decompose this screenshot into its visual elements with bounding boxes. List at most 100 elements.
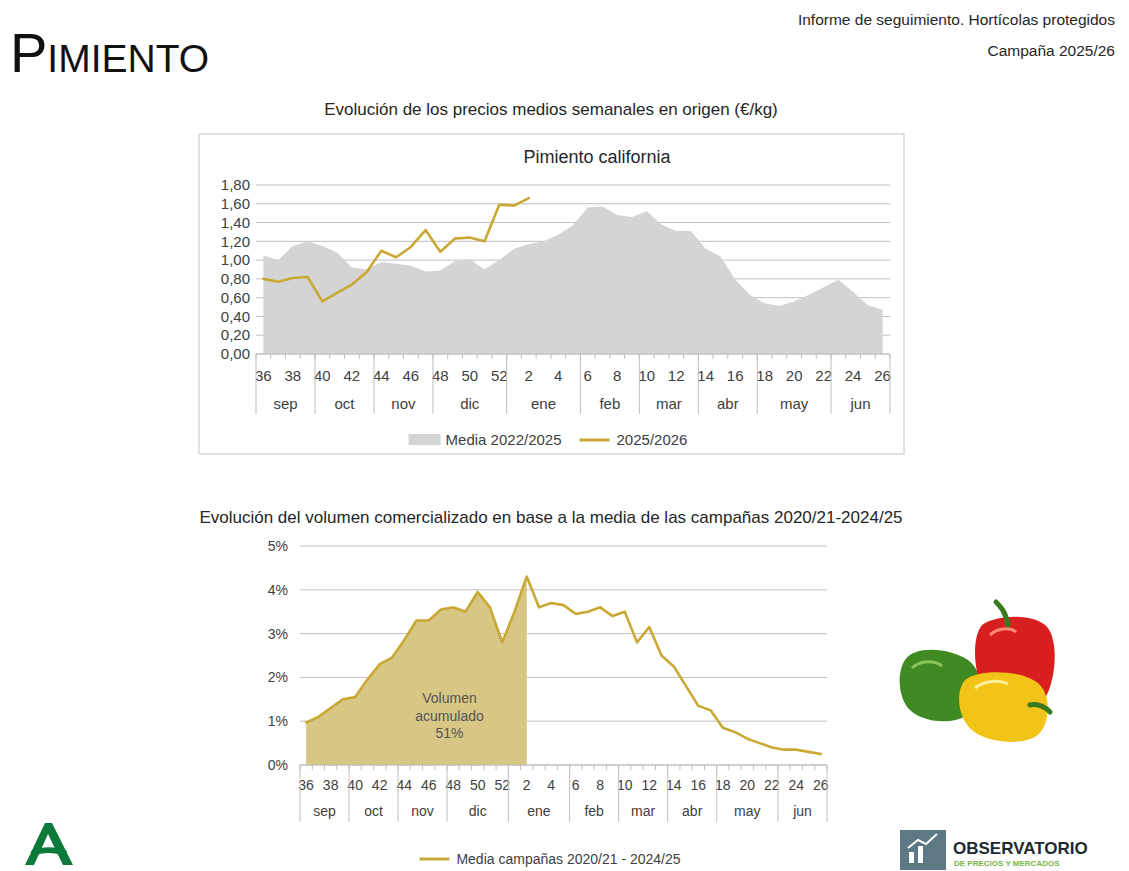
x-tick-label: 40 — [347, 777, 363, 793]
month-label: mar — [656, 395, 682, 412]
x-tick — [816, 354, 817, 359]
legend-label: Media 2022/2025 — [446, 431, 562, 448]
month-label: feb — [584, 803, 604, 819]
x-tick — [557, 765, 558, 770]
x-tick — [692, 765, 693, 770]
y-tick-label: 0,20 — [221, 326, 250, 343]
x-tick — [786, 354, 787, 359]
legend: Media campañas 2020/21 - 2024/25 — [419, 851, 680, 867]
x-tick — [595, 354, 596, 359]
x-tick-label: 12 — [642, 777, 658, 793]
x-tick — [741, 765, 742, 770]
page-title: Pimiento — [10, 21, 209, 84]
x-tick-label: 2 — [523, 777, 531, 793]
logo-line — [908, 834, 937, 848]
x-tick — [536, 354, 537, 359]
y-tick-label: 0,00 — [221, 345, 250, 362]
x-tick — [373, 765, 374, 770]
x-tick — [491, 354, 492, 359]
chart-frame — [199, 134, 904, 454]
grid-line — [256, 185, 890, 186]
month-label: oct — [334, 395, 355, 412]
x-tick-label: 10 — [638, 367, 655, 384]
x-tick-label: 40 — [314, 367, 331, 384]
x-tick — [336, 765, 337, 770]
group-separator — [831, 354, 832, 414]
pepper-illustration — [900, 602, 1055, 742]
y-tick-label: 0,80 — [221, 270, 250, 287]
month-label: jun — [849, 395, 870, 412]
x-tick — [753, 765, 754, 770]
grid-line — [300, 765, 827, 766]
group-separator — [373, 354, 374, 414]
y-tick-label: 1,20 — [221, 233, 250, 250]
x-tick-label: 6 — [584, 367, 592, 384]
x-tick — [270, 354, 271, 359]
month-label: nov — [391, 395, 416, 412]
x-tick — [344, 354, 345, 359]
plot-area — [306, 577, 821, 765]
x-tick — [683, 354, 684, 359]
x-tick — [385, 765, 386, 770]
x-tick — [361, 765, 362, 770]
x-tick-label: 24 — [789, 777, 805, 793]
group-separator — [349, 765, 350, 822]
chart-title: Evolución de los precios medios semanale… — [324, 100, 778, 119]
x-tick — [790, 765, 791, 770]
highlight — [990, 629, 1016, 635]
x-tick — [875, 354, 876, 359]
stem — [996, 602, 1008, 625]
x-tick-label: 42 — [372, 777, 388, 793]
grid-line — [300, 546, 827, 547]
y-tick-label: 5% — [268, 538, 288, 554]
group-separator — [580, 354, 581, 414]
chart-subtitle: Pimiento california — [523, 147, 671, 167]
x-tick — [418, 354, 419, 359]
x-tick-label: 4 — [554, 367, 562, 384]
junta-logo — [25, 823, 73, 865]
x-tick-label: 18 — [756, 367, 773, 384]
month-label: mar — [631, 803, 655, 819]
month-label: ene — [531, 395, 556, 412]
x-tick — [329, 354, 330, 359]
x-tick — [300, 354, 301, 359]
x-tick — [713, 354, 714, 359]
logo-subtitle: DE PRECIOS Y MERCADOS — [954, 859, 1060, 868]
group-separator — [300, 765, 301, 822]
y-tick-label: 4% — [268, 582, 288, 598]
month-label: feb — [599, 395, 620, 412]
group-separator — [508, 765, 509, 822]
x-tick-label: 24 — [845, 367, 862, 384]
x-tick — [630, 765, 631, 770]
x-tick — [606, 765, 607, 770]
legend-label: 2025/2026 — [617, 431, 688, 448]
y-tick-label: 1,60 — [221, 195, 250, 212]
x-tick — [483, 765, 484, 770]
group-separator — [447, 765, 448, 822]
x-tick — [594, 765, 595, 770]
x-tick — [410, 765, 411, 770]
y-tick-label: 1,80 — [221, 176, 250, 193]
group-separator — [716, 765, 717, 822]
x-tick — [359, 354, 360, 359]
legend-swatch — [419, 858, 449, 861]
x-tick — [581, 765, 582, 770]
x-tick-label: 12 — [668, 367, 685, 384]
x-tick-label: 16 — [727, 367, 744, 384]
month-label: nov — [411, 803, 434, 819]
logo-a — [25, 823, 73, 865]
x-tick — [860, 354, 861, 359]
x-tick — [742, 354, 743, 359]
x-tick-label: 38 — [323, 777, 339, 793]
x-tick — [845, 354, 846, 359]
x-axis-line — [300, 765, 827, 766]
page: PimientoInforme de seguimiento. Hortícol… — [0, 0, 1129, 871]
chart-0: Evolución de los precios medios semanale… — [199, 100, 904, 454]
x-tick — [459, 765, 460, 770]
grid-line — [256, 203, 890, 204]
x-tick — [550, 354, 551, 359]
observatorio-logo: OBSERVATORIODE PRECIOS Y MERCADOS — [900, 830, 1088, 870]
x-tick — [496, 765, 497, 770]
x-tick — [422, 765, 423, 770]
x-tick-label: 36 — [298, 777, 314, 793]
